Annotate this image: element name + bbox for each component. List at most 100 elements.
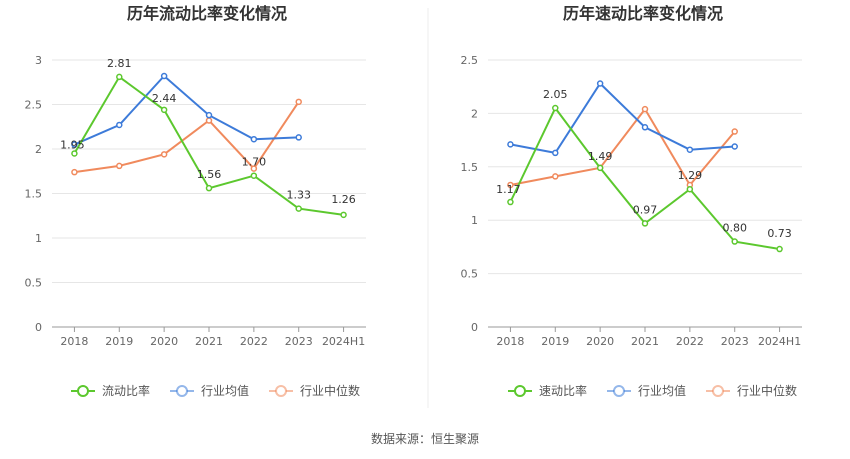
current-legend-label: 行业中位数 [300,383,360,398]
current-y-tick-label: 3 [35,54,42,67]
quick-data-label: 0.97 [633,203,658,216]
current-industry-mean-point [71,141,78,148]
current-y-tick-label: 0.5 [25,277,43,290]
quick-industry-mean-point [552,149,559,157]
current-x-tick-label: 2021 [195,335,223,348]
quick-main-point [596,164,604,172]
current-main-point [250,172,258,179]
quick-main-point [686,185,694,193]
quick-main-point [552,104,559,112]
current-x-tick-label: 2024H1 [322,335,365,348]
quick-x-tick-label: 2021 [631,335,659,348]
current-main-point [116,73,123,81]
current-x-tick-label: 2019 [105,335,133,348]
quick-legend-marker [613,385,625,397]
quick-legend-item-main[interactable]: 速动比率 [508,383,587,398]
quick-y-tick-label: 2 [471,107,478,120]
quick-industry-median-point [552,173,559,180]
quick-industry-median-line [510,107,736,187]
quick-chart-title: 历年速动比率变化情况 [563,4,723,23]
current-industry-mean-point [295,134,302,141]
quick-x-tick-label: 2018 [496,335,524,348]
quick-x-tick-label: 2019 [541,335,569,348]
quick-legend-item-industry-mean[interactable]: 行业均值 [607,383,686,398]
current-y-tick-label: 0 [35,321,42,334]
current-industry-mean-line [73,74,299,146]
quick-data-label: 1.17 [496,183,521,196]
current-industry-median-point [71,168,78,176]
quick-y-tick-label: 1 [471,214,478,227]
quick-y-tick-label: 0.5 [461,268,479,281]
current-data-label: 2.81 [107,57,132,70]
current-legend-marker [77,385,89,397]
quick-legend-label: 行业中位数 [737,383,797,398]
quick-industry-mean-point [507,141,514,148]
quick-x-tick-label: 2020 [586,335,614,348]
quick-data-label: 1.29 [678,169,703,182]
current-industry-mean-point [160,72,168,80]
quick-x-tick-label: 2024H1 [758,335,801,348]
current-data-label: 1.26 [331,193,356,206]
quick-main-point [641,220,649,227]
quick-legend-item-industry-median[interactable]: 行业中位数 [706,383,797,398]
current-industry-mean-point [250,135,258,143]
current-legend-label: 流动比率 [102,383,150,398]
quick-industry-median-point [641,105,649,113]
quick-industry-mean-line [510,81,735,155]
current-data-label: 2.44 [152,92,177,105]
current-chart-title: 历年流动比率变化情况 [127,4,287,23]
quick-ratio-chart: 历年速动比率变化情况 0 0.5 1 1.5 2 2.5 2018 2019 2020 2021 20… [461,4,802,398]
current-legend-marker [176,385,188,397]
current-legend-item-industry-mean[interactable]: 行业均值 [170,383,249,398]
quick-x-tick-label: 2023 [721,335,749,348]
quick-data-label: 2.05 [543,88,568,101]
quick-industry-median-point [731,128,738,135]
current-y-tick-label: 1 [35,232,42,245]
quick-legend-label: 行业均值 [638,383,686,398]
current-data-label: 1.95 [60,138,85,151]
quick-legend-label: 速动比率 [539,383,587,398]
quick-industry-mean-point [686,146,694,153]
quick-main-point [731,238,738,245]
current-legend-label: 行业均值 [201,383,249,398]
quick-industry-mean-point [641,124,649,131]
current-y-tick-label: 2.5 [25,99,43,112]
current-ratio-chart: 历年流动比率变化情况 0 0.5 1 1.5 2 2.5 3 2018 2019 2020 2021 2… [25,4,366,398]
current-data-label: 1.56 [197,168,222,181]
quick-data-label: 1.49 [588,150,613,163]
current-main-point [340,211,347,219]
current-data-label: 1.70 [242,156,267,169]
quick-data-label: 0.73 [767,227,792,240]
quick-industry-median-point [507,181,514,189]
quick-legend-marker [712,385,724,397]
current-industry-median-point [205,117,213,124]
current-data-label: 1.33 [286,189,311,202]
quick-x-tick-label: 2022 [676,335,704,348]
current-y-tick-label: 2 [35,143,42,156]
quick-data-label: 0.80 [722,222,747,235]
current-legend-item-main[interactable]: 流动比率 [71,383,150,398]
source-note: 数据来源：恒生聚源 [371,431,479,446]
current-industry-median-point [116,162,123,170]
current-y-tick-label: 1.5 [25,188,43,201]
current-main-point [205,184,213,192]
quick-main-point [776,245,783,253]
current-industry-median-line [74,101,300,174]
current-industry-mean-point [205,111,213,119]
current-industry-mean-point [116,121,123,129]
current-legend-marker [275,385,287,397]
quick-industry-mean-point [596,80,604,87]
current-x-tick-label: 2022 [240,335,268,348]
current-legend-item-industry-median[interactable]: 行业中位数 [269,383,360,398]
current-main-point [71,150,78,157]
current-main-point [295,205,302,212]
current-x-tick-label: 2018 [60,335,88,348]
current-industry-median-point [295,98,302,106]
current-industry-median-point [160,151,168,158]
quick-industry-mean-point [731,143,738,150]
current-industry-median-point [250,165,258,172]
quick-y-tick-label: 2.5 [461,54,479,67]
quick-y-tick-label: 1.5 [461,161,479,174]
quick-legend-marker [514,385,526,397]
current-x-tick-label: 2023 [285,335,313,348]
